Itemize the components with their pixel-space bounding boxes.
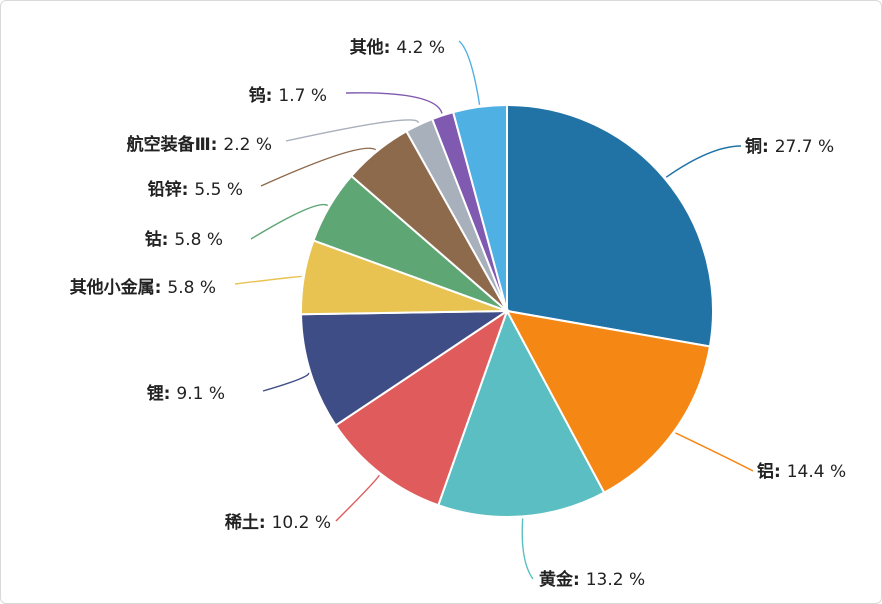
slice-label-name: 铅锌: [148, 179, 195, 200]
slice-label-value: 5.5 % [194, 180, 243, 200]
slice-label-name: 航空装备Ⅲ: [127, 134, 224, 155]
slice-label-6: 钴: 5.8 % [145, 229, 223, 250]
leader-line-9 [345, 92, 443, 114]
labels-layer: 铜: 27.7 % 铝: 14.4 % 黄金: 13.2 % 稀土: 10.2 % 锂:… [70, 37, 846, 590]
leader-line-1 [675, 432, 754, 472]
slice-label-5: 其他小金属: 5.8 % [70, 277, 216, 298]
slices-layer [300, 103, 714, 518]
slice-label-name: 稀土: [225, 512, 272, 533]
slice-label-value: 10.2 % [272, 513, 331, 533]
slice-label-value: 1.7 % [278, 86, 327, 106]
slice-label-3: 稀土: 10.2 % [225, 512, 331, 533]
slice-label-name: 钨: [249, 85, 279, 106]
slice-label-name: 钴: [145, 229, 175, 250]
slice-label-9: 钨: 1.7 % [249, 85, 327, 106]
leader-line-6 [250, 203, 329, 240]
leader-line-5 [234, 275, 303, 285]
slice-label-value: 5.8 % [167, 278, 216, 298]
leader-line-4 [262, 372, 310, 392]
slice-label-value: 5.8 % [174, 230, 223, 250]
leader-line-7 [260, 147, 377, 187]
slice-label-10: 其他: 4.2 % [350, 37, 445, 58]
slice-label-value: 27.7 % [775, 137, 834, 157]
pie-slice-4 [300, 309, 511, 427]
leader-line-0 [665, 145, 742, 178]
leader-line-8 [285, 119, 419, 142]
leader-line-2 [521, 518, 534, 580]
slice-label-name: 铜: [745, 136, 775, 157]
slice-label-value: 13.2 % [586, 570, 645, 590]
slice-label-name: 锂: [147, 383, 177, 404]
leader-line-3 [335, 474, 380, 522]
pie-slice-2 [437, 308, 606, 518]
slice-label-7: 铅锌: 5.5 % [148, 179, 243, 200]
slice-label-2: 黄金: 13.2 % [539, 569, 645, 590]
slice-label-value: 14.4 % [787, 462, 846, 482]
slice-label-0: 铜: 27.7 % [745, 136, 834, 157]
slice-label-value: 2.2 % [223, 135, 272, 155]
slice-label-value: 9.1 % [176, 384, 225, 404]
pie-slice-1 [505, 309, 712, 495]
pie-slice-0 [506, 103, 714, 348]
slice-label-name: 其他小金属: [70, 277, 168, 298]
slice-label-4: 锂: 9.1 % [147, 383, 225, 404]
slice-label-value: 4.2 % [396, 38, 445, 58]
slice-label-1: 铝: 14.4 % [757, 461, 846, 482]
leaders-layer [234, 40, 754, 580]
slice-label-8: 航空装备Ⅲ: 2.2 % [127, 134, 272, 155]
leader-line-10 [458, 40, 481, 105]
pie-slice-10 [451, 103, 508, 312]
slice-label-name: 其他: [350, 37, 397, 58]
slice-label-name: 黄金: [539, 569, 586, 590]
pie-slice-3 [334, 308, 509, 507]
slice-label-name: 铝: [757, 461, 787, 482]
